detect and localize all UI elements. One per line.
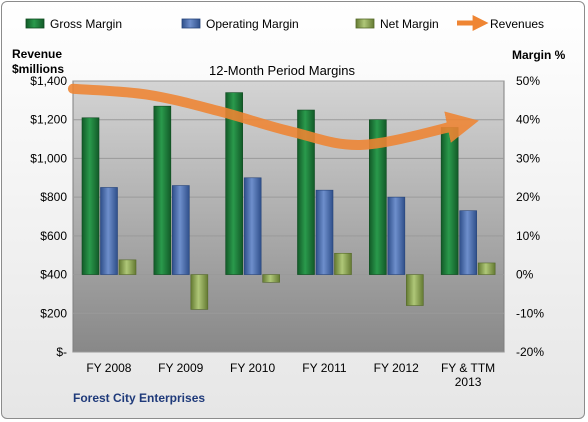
bar-gross-margin (225, 92, 243, 275)
legend-label: Revenues (490, 17, 544, 31)
right-axis-tick-label: 10% (516, 229, 540, 243)
category-label: FY 2012 (374, 361, 419, 375)
right-axis-tick-label: 20% (516, 190, 540, 204)
revenue-line (67, 83, 479, 150)
bar-operating-margin (459, 210, 477, 275)
bar-operating-margin (387, 196, 406, 275)
legend-label: Operating Margin (206, 17, 299, 31)
left-axis-tick-label: $200 (40, 306, 67, 320)
left-axis-tick-label: $800 (40, 190, 67, 204)
category-label: FY & TTM (441, 361, 495, 375)
left-axis-tick-label: $1,000 (30, 151, 67, 165)
bar-gross-margin (440, 127, 459, 275)
bar-net-margin (477, 262, 496, 275)
legend: Gross Margin Operating Margin Net Margin Re… (25, 14, 544, 32)
plot-area (72, 80, 505, 353)
left-axis-tick-label: $400 (40, 268, 67, 282)
category-label: FY 2011 (302, 361, 347, 375)
legend-label: Gross Margin (50, 17, 122, 31)
legend-swatch (25, 18, 45, 29)
category-label: FY 2010 (230, 361, 275, 375)
legend-swatch (181, 18, 201, 29)
chart-title: 12-Month Period Margins (209, 63, 355, 78)
left-axis-tick-label: $1,400 (30, 74, 67, 88)
bar-net-margin (118, 259, 137, 275)
legend-label: Net Margin (380, 17, 439, 31)
left-axis-tick-label: $600 (40, 229, 67, 243)
category-label: FY 2009 (158, 361, 203, 375)
bar-net-margin (334, 252, 352, 275)
axes: $- $200 $400 $600 $800 $1,000 $1,200 $1,400 -20%… (30, 74, 544, 389)
category-label: FY 2008 (86, 361, 131, 375)
left-axis-label-line1: Revenue (12, 47, 62, 61)
gridlines (73, 80, 504, 353)
company-name: Forest City Enterprises (73, 391, 205, 405)
bar-net-margin (262, 274, 280, 283)
right-axis-tick-label: 40% (516, 113, 540, 127)
bar-operating-margin (100, 187, 118, 275)
bar-net-margin (406, 274, 424, 306)
right-axis-tick-label: -10% (516, 306, 544, 320)
bar-operating-margin (315, 189, 334, 275)
right-axis-tick-label: 0% (516, 268, 534, 282)
category-label: 2013 (455, 375, 482, 389)
left-axis-label-line2: $millions (12, 62, 64, 76)
bar-operating-margin (172, 185, 190, 275)
bar-group (81, 92, 496, 310)
bar-gross-margin (297, 109, 315, 275)
legend-swatch (355, 18, 375, 29)
right-axis-tick-label: 30% (516, 151, 540, 165)
right-axis-label: Margin % (512, 48, 566, 62)
revenue-line-group (67, 83, 479, 150)
bar-gross-margin (81, 117, 100, 275)
right-axis-tick-label: 50% (516, 74, 540, 88)
bar-gross-margin (369, 119, 387, 275)
right-axis-tick-label: -20% (516, 345, 544, 359)
left-axis-tick-label: $- (56, 345, 67, 359)
bar-gross-margin (153, 105, 172, 275)
bar-operating-margin (243, 177, 262, 275)
left-axis-tick-label: $1,200 (30, 113, 67, 127)
bar-net-margin (190, 274, 209, 310)
